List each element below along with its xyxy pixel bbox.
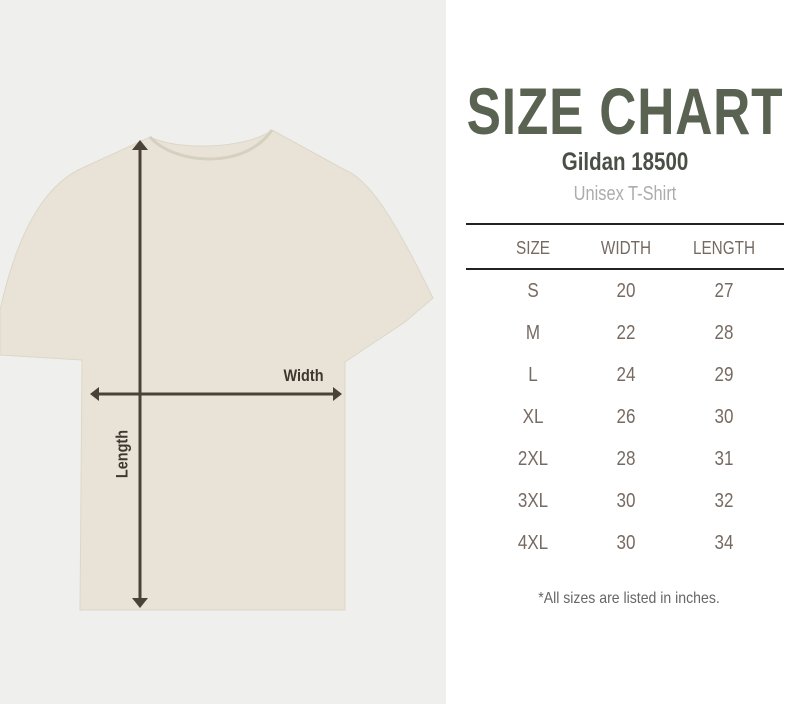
- column-header: SIZE: [515, 238, 550, 258]
- table-cell: 30: [616, 532, 636, 554]
- table-cell: M: [525, 322, 541, 344]
- tshirt-collar: [148, 129, 274, 161]
- subtitle: Unisex T-Shirt: [573, 183, 677, 205]
- table-cell: 30: [714, 406, 734, 428]
- page-title: SIZE CHART: [466, 74, 784, 148]
- table-cell: L: [528, 364, 538, 386]
- table-cell: 28: [714, 322, 734, 344]
- table-cell: 31: [714, 448, 734, 470]
- length-label: Length: [112, 429, 132, 479]
- table-cell: XL: [522, 406, 544, 428]
- table-cell: 20: [616, 280, 636, 302]
- table-cell: 27: [714, 280, 734, 302]
- length-arrow-top-head: [132, 140, 148, 150]
- footnote: *All sizes are listed in inches.: [538, 590, 720, 607]
- table-cell: 4XL: [517, 532, 549, 554]
- table-cell: 26: [616, 406, 636, 428]
- column-header: LENGTH: [692, 238, 756, 258]
- tshirt-body: [0, 129, 434, 611]
- column-header: WIDTH: [600, 238, 652, 258]
- width-arrow-right-head: [333, 387, 342, 401]
- shirt-illustration-panel: Width Length: [0, 0, 446, 704]
- length-arrow-bottom-head: [132, 598, 148, 608]
- table-cell: S: [527, 280, 539, 302]
- table-header-rule: [466, 268, 784, 270]
- table-cell: 3XL: [517, 490, 549, 512]
- table-cell: 32: [714, 490, 734, 512]
- table-cell: 28: [616, 448, 636, 470]
- table-cell: 2XL: [517, 448, 549, 470]
- table-cell: 29: [714, 364, 734, 386]
- table-cell: 34: [714, 532, 734, 554]
- width-label: Width: [283, 366, 324, 385]
- width-arrow-left-head: [90, 387, 99, 401]
- tshirt-image: [0, 129, 434, 611]
- table-cell: 30: [616, 490, 636, 512]
- table-cell: 24: [616, 364, 636, 386]
- model-name: Gildan 18500: [561, 148, 689, 176]
- table-top-rule: [466, 223, 784, 225]
- table-cell: 22: [616, 322, 636, 344]
